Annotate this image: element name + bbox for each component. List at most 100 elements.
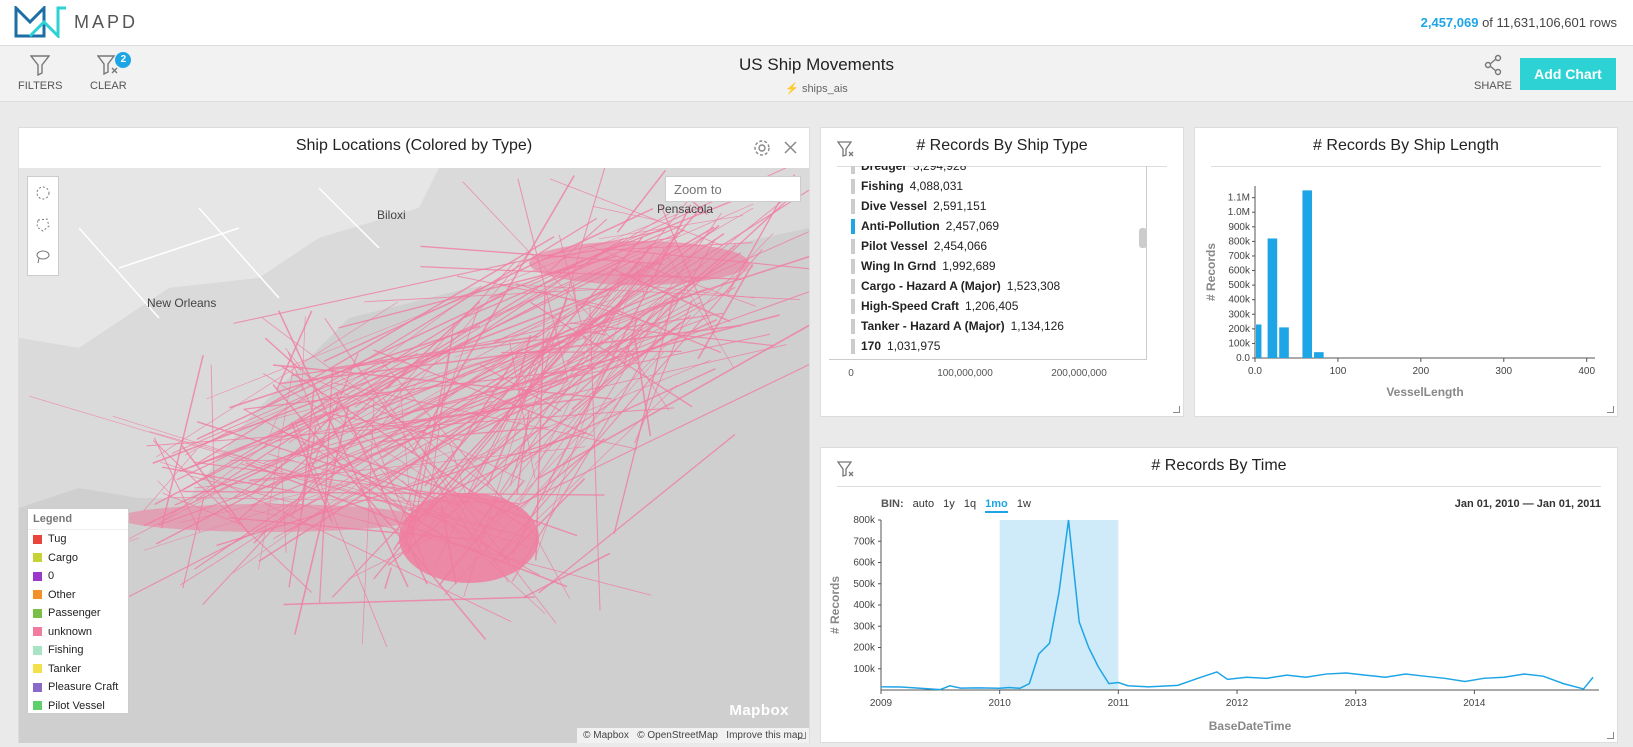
ship-track bbox=[487, 363, 809, 521]
legend-item: unknown bbox=[28, 623, 128, 642]
histogram-bar[interactable] bbox=[1279, 327, 1289, 358]
resize-handle[interactable] bbox=[1607, 406, 1614, 413]
ship-track bbox=[571, 322, 681, 410]
list-scrollbar[interactable] bbox=[1139, 228, 1147, 248]
ship-type-row[interactable]: Wing In Grnd 1,992,689 bbox=[829, 256, 1146, 276]
clear-filter-icon[interactable] bbox=[837, 140, 855, 158]
ship-track bbox=[538, 324, 809, 479]
histogram-bar[interactable] bbox=[1314, 352, 1324, 358]
ship-track bbox=[534, 279, 692, 466]
mapd-logo[interactable] bbox=[14, 6, 68, 38]
y-tick-label: 200k bbox=[1228, 324, 1251, 335]
bin-1mo[interactable]: 1mo bbox=[985, 498, 1008, 513]
ship-length-panel: # Records By Ship Length 0.0 100k 200k 300k… bbox=[1194, 127, 1618, 417]
attribution-osm[interactable]: © OpenStreetMap bbox=[637, 730, 718, 741]
clear-badge: 2 bbox=[115, 52, 132, 68]
histogram-bar[interactable] bbox=[1256, 324, 1262, 358]
legend-label: Fishing bbox=[48, 644, 84, 657]
ship-track bbox=[159, 461, 215, 479]
row-value: 1,992,689 bbox=[942, 259, 996, 273]
dashboard-title[interactable]: US Ship Movements bbox=[739, 55, 894, 74]
ship-track bbox=[276, 310, 313, 391]
tick-label: 200,000,000 bbox=[1051, 368, 1107, 379]
ship-type-row[interactable]: Anti-Pollution 2,457,069 bbox=[829, 216, 1146, 236]
legend-label: Pleasure Craft bbox=[48, 681, 119, 694]
ship-track bbox=[273, 265, 754, 540]
ship-type-row[interactable]: High-Speed Craft 1,206,405 bbox=[829, 296, 1146, 316]
ship-track bbox=[318, 369, 334, 603]
row-key: Tanker - Hazard A (Major) bbox=[861, 319, 1005, 333]
ship-type-row[interactable]: 170 1,031,975 bbox=[829, 336, 1146, 356]
map-canvas[interactable]: New Orleans Biloxi Pensacola Legend Tug C… bbox=[19, 168, 809, 743]
x-tick-label: 2012 bbox=[1226, 698, 1249, 709]
ship-track bbox=[469, 319, 717, 435]
ship-type-row[interactable]: Pilot Vessel 2,454,066 bbox=[829, 236, 1146, 256]
time-brush[interactable] bbox=[999, 520, 1119, 690]
row-value: 2,454,066 bbox=[933, 239, 988, 253]
ship-track bbox=[382, 298, 628, 459]
ship-track bbox=[184, 429, 231, 456]
ship-type-row[interactable]: Fishing 4,088,031 bbox=[829, 176, 1146, 196]
ship-type-row[interactable]: Tanker - Hazard A (Major) 1,134,126 bbox=[829, 316, 1146, 336]
circle-select-icon[interactable] bbox=[35, 185, 51, 201]
ship-track bbox=[538, 433, 736, 594]
row-value: 697,846 bbox=[874, 359, 917, 360]
time-line-chart[interactable]: 100k 200k 300k 400k 500k 600k 700k 800k 2009 2010… bbox=[821, 512, 1619, 742]
y-tick-label: 400k bbox=[853, 600, 876, 611]
zoom-to-input[interactable] bbox=[665, 176, 801, 202]
improve-map-link[interactable]: Improve this map bbox=[726, 730, 803, 741]
add-chart-button[interactable]: Add Chart bbox=[1520, 58, 1616, 90]
histogram-bar[interactable] bbox=[1302, 190, 1313, 358]
bin-1q[interactable]: 1q bbox=[963, 498, 977, 510]
resize-handle[interactable] bbox=[1607, 732, 1614, 739]
filters-button[interactable]: FILTERS bbox=[18, 54, 62, 92]
map-panel-title: Ship Locations (Colored by Type) bbox=[295, 137, 533, 154]
ship-track bbox=[190, 341, 567, 468]
polygon-select-icon[interactable] bbox=[35, 217, 51, 233]
ship-type-list[interactable]: Dredger 3,294,928 Fishing 4,088,031 Dive Ves… bbox=[829, 166, 1147, 360]
resize-handle[interactable] bbox=[1173, 406, 1180, 413]
ship-track bbox=[493, 307, 570, 343]
share-button[interactable]: SHARE bbox=[1474, 54, 1512, 92]
top-bar: MAPD 2,457,069 of 11,631,106,601 rows bbox=[0, 0, 1633, 46]
row-bar bbox=[851, 298, 855, 314]
ship-type-row[interactable]: 1 697,846 bbox=[829, 356, 1146, 360]
ship-length-histogram[interactable]: 0.0 100k 200k 300k 400k 500k 600k 700k 800k 900k 1… bbox=[1195, 168, 1619, 418]
ship-track bbox=[183, 352, 418, 490]
ship-track bbox=[274, 333, 771, 442]
row-count: 2,457,069 of 11,631,106,601 rows bbox=[1421, 15, 1617, 30]
ship-track bbox=[364, 288, 613, 303]
lasso-select-icon[interactable] bbox=[35, 249, 51, 265]
bin-1w[interactable]: 1w bbox=[1016, 498, 1031, 510]
bin-auto[interactable]: auto bbox=[912, 498, 935, 510]
date-range[interactable]: Jan 01, 2010 — Jan 01, 2011 bbox=[1455, 498, 1601, 510]
legend-swatch bbox=[33, 682, 42, 692]
row-bar bbox=[851, 318, 855, 334]
row-key: High-Speed Craft bbox=[861, 299, 960, 313]
total-count: of 11,631,106,601 rows bbox=[1478, 15, 1617, 30]
row-key: Wing In Grnd bbox=[861, 259, 937, 273]
map-draw-tools bbox=[27, 176, 59, 276]
row-key: Pilot Vessel bbox=[861, 239, 928, 253]
attribution-mapbox[interactable]: © Mapbox bbox=[583, 730, 629, 741]
resize-handle[interactable] bbox=[799, 732, 806, 739]
mapbox-logo: Mapbox bbox=[729, 702, 789, 719]
bin-1y[interactable]: 1y bbox=[943, 498, 955, 510]
legend-label: Tug bbox=[48, 533, 67, 546]
filter-icon bbox=[30, 55, 51, 76]
ship-type-row[interactable]: Cargo - Hazard A (Major) 1,523,308 bbox=[829, 276, 1146, 296]
time-series-line[interactable] bbox=[880, 519, 1594, 691]
ship-type-row[interactable]: Dive Vessel 2,591,151 bbox=[829, 196, 1146, 216]
gear-icon[interactable] bbox=[753, 139, 771, 157]
ship-track bbox=[354, 344, 553, 468]
histogram-bar[interactable] bbox=[1267, 238, 1278, 358]
ship-track bbox=[515, 283, 661, 327]
close-icon[interactable] bbox=[784, 141, 797, 154]
clear-button[interactable]: 2 CLEAR bbox=[90, 52, 132, 92]
x-tick-label: 2009 bbox=[870, 698, 893, 709]
ship-track bbox=[592, 205, 660, 222]
ship-type-row[interactable]: Dredger 3,294,928 bbox=[829, 166, 1146, 176]
y-tick-label: 600k bbox=[853, 558, 876, 569]
clear-filter-icon[interactable] bbox=[837, 460, 855, 478]
data-source: ⚡ ships_ais bbox=[785, 83, 848, 95]
